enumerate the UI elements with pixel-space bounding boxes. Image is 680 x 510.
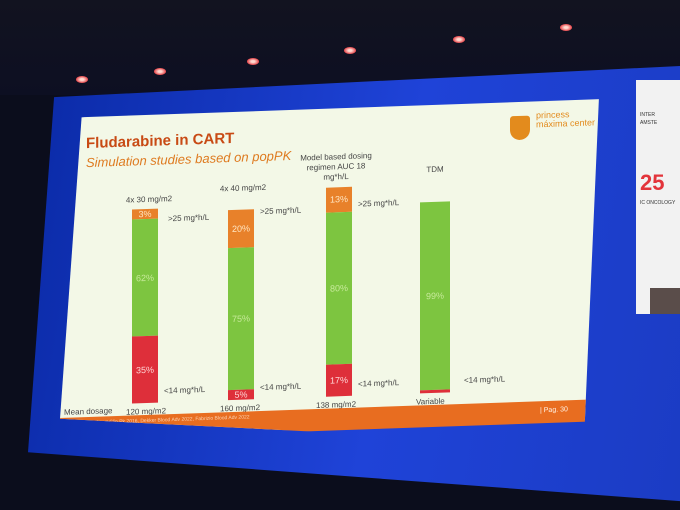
threshold-high-label: >25 mg*h/L	[260, 205, 302, 217]
stacked-bar: 20% 75% 5%	[228, 209, 254, 400]
ceiling-light	[344, 47, 356, 54]
crown-icon	[510, 116, 530, 141]
banner-line: IC ONCOLOGY	[640, 200, 676, 206]
bar-segment-high: 20%	[228, 209, 254, 248]
bar-segment-target: 80%	[326, 211, 352, 364]
stacked-bar: 3% 62% 35%	[132, 208, 158, 403]
bar-segment-low: 17%	[326, 363, 352, 396]
ceiling-light	[247, 58, 259, 65]
page-number: | Pag. 30	[540, 406, 568, 415]
ceiling-light	[560, 24, 572, 31]
bar-segment-target: 62%	[132, 218, 158, 337]
banner-number: 25	[640, 170, 665, 195]
stacked-bar: 13% 80% 17%	[326, 187, 352, 397]
bar-segment-high: 13%	[326, 187, 352, 213]
banner-line: AMSTE	[640, 120, 658, 126]
category-label: 4x 30 mg/m2	[125, 194, 173, 205]
brand-name: princess máxima center	[536, 109, 596, 130]
bar-segment-target: 99%	[420, 201, 450, 390]
threshold-low-label: <14 mg*h/L	[358, 378, 400, 389]
threshold-low-label: <14 mg*h/L	[260, 381, 302, 393]
slide-title: Fludarabine in CART	[86, 129, 235, 153]
threshold-low-label: <14 mg*h/L	[164, 384, 206, 396]
banner-line: INTER	[640, 112, 655, 118]
bar-segment-low: 35%	[132, 336, 158, 403]
threshold-high-label: >25 mg*h/L	[358, 198, 400, 209]
slide-subtitle: Simulation studies based on popPK	[86, 147, 292, 171]
ceiling-light	[76, 76, 88, 83]
threshold-low-label: <14 mg*h/L	[464, 374, 506, 385]
presentation-slide: Fludarabine in CART Simulation studies b…	[60, 99, 600, 438]
ceiling-light	[154, 68, 166, 75]
banner-photo	[650, 288, 680, 314]
side-banner: INTER AMSTE 25 IC ONCOLOGY	[636, 80, 680, 314]
bar-segment-low: 5%	[228, 389, 254, 400]
category-label: Model based dosing regimen AUC 18 mg*h/L	[300, 151, 372, 182]
bar-segment-target: 75%	[228, 247, 254, 390]
threshold-high-label: >25 mg*h/L	[168, 212, 210, 224]
mean-dosage-label: Mean dosage	[64, 406, 113, 417]
category-label: 4x 40 mg/m2	[219, 182, 267, 194]
bar-segment-low	[420, 389, 450, 393]
ceiling-light	[453, 36, 465, 43]
stacked-bar: 99%	[420, 201, 450, 393]
category-label: TDM	[426, 164, 444, 175]
